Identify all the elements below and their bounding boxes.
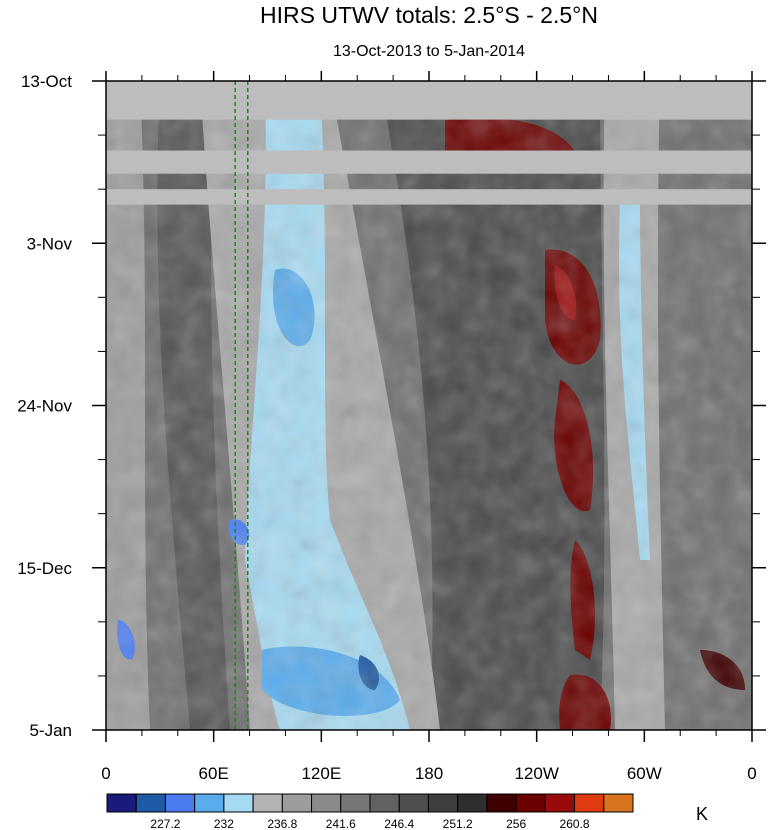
reference-lines [234, 81, 249, 730]
x-tick-label-7: 0 [747, 764, 756, 783]
heatmap-field [106, 81, 752, 730]
x-tick-label-3: 120E [301, 764, 341, 783]
colorbar-label-2: 232 [214, 817, 234, 830]
y-axis: 13-Oct 3-Nov 24-Nov 15-Dec 5-Jan [17, 72, 766, 740]
colorbar-label-1: 227.2 [150, 817, 180, 830]
y-tick-label-3: 24-Nov [17, 397, 72, 416]
colorbar-swatch-10 [369, 793, 400, 813]
missing-data-bands [106, 81, 752, 205]
colorbar-swatch-17 [574, 793, 605, 813]
missing-band-2 [106, 150, 752, 174]
y-tick-label-2: 3-Nov [27, 234, 73, 253]
colorbar-swatch-12 [427, 793, 459, 813]
colorbar-swatch-6 [252, 793, 283, 813]
y-tick-label-1: 13-Oct [21, 72, 72, 91]
colorbar-label-7: 256 [506, 817, 526, 830]
colorbar: 227.2 232 236.8 241.6 246.4 251.2 256 260.8 K [106, 793, 708, 830]
missing-band-1 [106, 81, 752, 120]
colorbar-label-4: 241.6 [326, 817, 356, 830]
x-tick-label-4: 180 [415, 764, 443, 783]
colorbar-swatch-2 [135, 793, 166, 813]
x-axis: 0 60E 120E 180 120W 60W 0 [101, 71, 757, 783]
x-tick-label-1: 0 [101, 764, 110, 783]
missing-band-3 [106, 189, 752, 205]
colorbar-swatch-11 [398, 793, 429, 813]
colorbar-swatch-5 [223, 793, 254, 813]
colorbar-label-3: 236.8 [267, 817, 297, 830]
colorbar-swatch-13 [457, 793, 488, 813]
colorbar-swatch-9 [340, 793, 371, 813]
x-tick-label-2: 60E [199, 764, 229, 783]
colorbar-swatch-16 [544, 793, 576, 813]
x-tick-label-6: 60W [627, 764, 662, 783]
colorbar-swatch-14 [486, 793, 517, 813]
colorbar-swatch-4 [194, 793, 225, 813]
chart-subtitle: 13-Oct-2013 to 5-Jan-2014 [333, 43, 525, 60]
colorbar-swatch-18 [603, 793, 634, 813]
y-tick-label-5: 5-Jan [29, 721, 72, 740]
colorbar-swatch-15 [515, 793, 546, 813]
colorbar-swatch-1 [106, 793, 137, 813]
colorbar-label-5: 246.4 [384, 817, 414, 830]
colorbar-swatch-8 [311, 793, 342, 813]
colorbar-label-8: 260.8 [560, 817, 590, 830]
colorbar-label-6: 251.2 [443, 817, 473, 830]
y-tick-label-4: 15-Dec [17, 559, 72, 578]
colorbar-unit: K [696, 804, 708, 824]
x-tick-label-5: 120W [514, 764, 558, 783]
chart-title: HIRS UTWV totals: 2.5°S - 2.5°N [260, 2, 598, 28]
colorbar-swatch-7 [281, 793, 313, 813]
colorbar-swatch-3 [164, 793, 196, 813]
